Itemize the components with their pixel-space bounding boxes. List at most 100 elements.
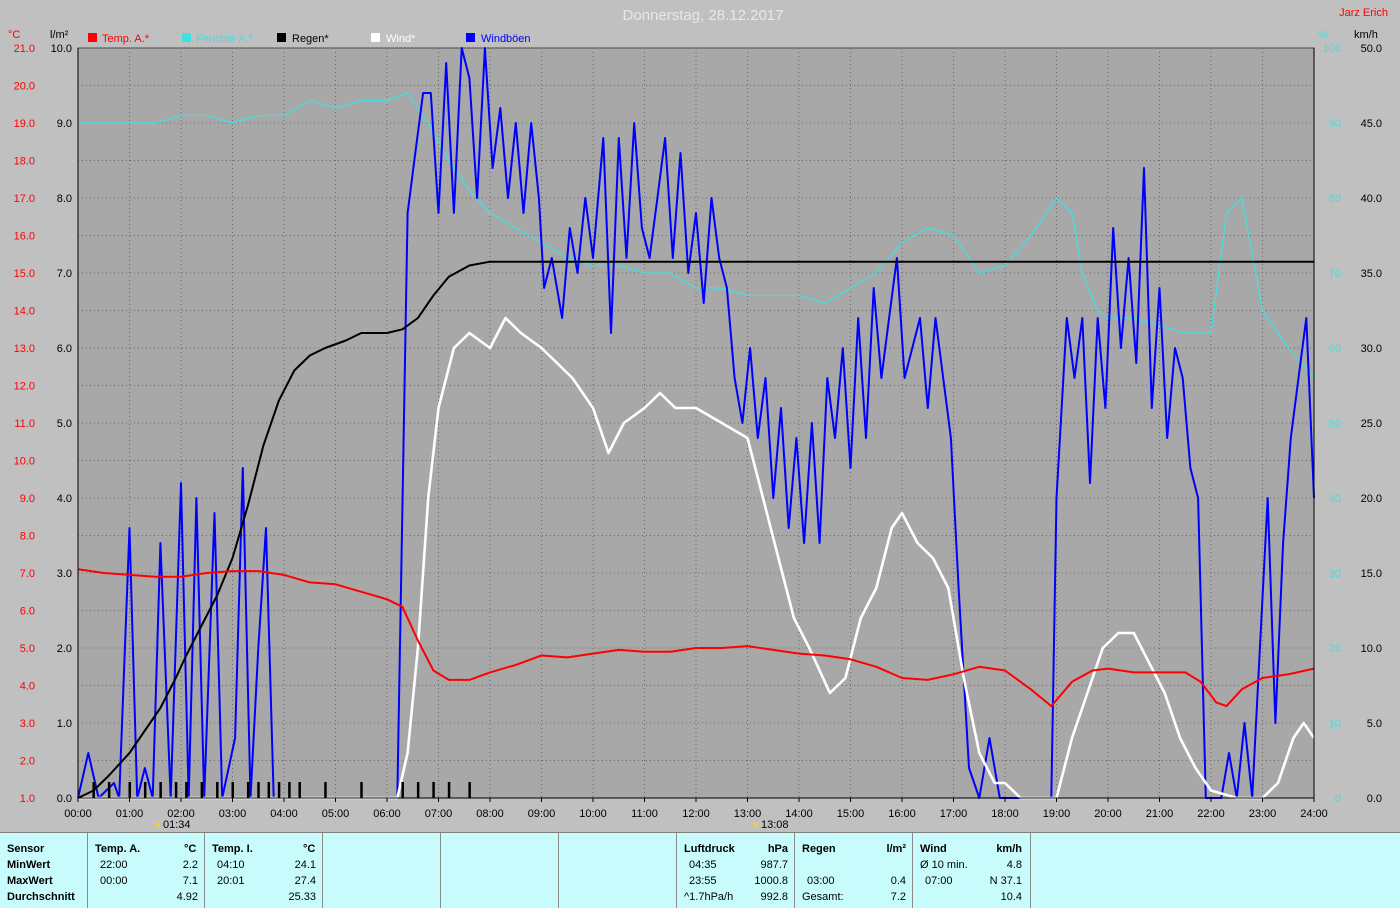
sun-marker-label: 01:34: [163, 819, 191, 831]
x-tick-label: 00:00: [64, 808, 92, 820]
rain-bar: [267, 782, 271, 798]
rain-bar: [231, 782, 234, 798]
legend-label-rain: Regen*: [292, 33, 329, 45]
x-tick-label: 21:00: [1146, 808, 1174, 820]
rain-tick-label: 9.0: [57, 118, 72, 130]
temp-tick-label: 14.0: [14, 306, 35, 318]
wind-tick-label: 10.0: [1361, 643, 1382, 655]
x-tick-label: 02:00: [167, 808, 195, 820]
legend-label-humidity: Feuchte A.*: [196, 33, 254, 45]
temp-a-unit: °C: [184, 843, 197, 855]
pressure-min-value: 987.7: [760, 859, 788, 871]
humidity-tick-label: 90: [1329, 118, 1341, 130]
temp-i-unit: °C: [303, 843, 316, 855]
rain-bar: [143, 782, 147, 798]
x-tick-label: 16:00: [888, 808, 916, 820]
rain-bar: [298, 782, 301, 798]
temp-i-avg: 25.33: [288, 891, 316, 903]
rain-header: Regen: [802, 843, 836, 855]
temp-tick-label: 6.0: [20, 606, 35, 618]
humidity-tick-label: 70: [1329, 268, 1341, 280]
x-tick-label: 10:00: [579, 808, 607, 820]
x-tick-label: 06:00: [373, 808, 401, 820]
rain-bar: [128, 782, 131, 798]
temp-tick-label: 10.0: [14, 456, 35, 468]
temp-tick-label: 12.0: [14, 381, 35, 393]
rain-bar: [360, 782, 363, 798]
rain-unit-label: l/m²: [50, 29, 69, 41]
rain-bar: [159, 782, 162, 798]
wind-avg10-label: Ø 10 min.: [920, 859, 968, 871]
temp-unit-label: °C: [8, 29, 20, 41]
temp-tick-label: 21.0: [14, 43, 35, 55]
x-tick-label: 22:00: [1197, 808, 1225, 820]
temp-a-avg: 4.92: [176, 891, 198, 903]
wind-tick-label: 45.0: [1361, 118, 1382, 130]
wind-tick-label: 40.0: [1361, 193, 1382, 205]
x-tick-label: 23:00: [1249, 808, 1277, 820]
rain-max-value: 0.4: [890, 875, 906, 887]
rain-unit: l/m²: [886, 843, 906, 855]
temp-tick-label: 13.0: [14, 343, 35, 355]
temp-tick-label: 3.0: [20, 718, 35, 730]
humidity-tick-label: 0: [1335, 793, 1341, 805]
temp-tick-label: 15.0: [14, 268, 35, 280]
temp-i-header: Temp. I.: [212, 843, 253, 855]
rain-bar: [416, 782, 420, 798]
x-tick-label: 07:00: [425, 808, 453, 820]
wind-avg: 10.4: [1000, 891, 1022, 903]
axes: 00:00 01:00 02:00 03:00 04:00 05:00 06:00 07:00…: [14, 43, 1382, 820]
temp-a-min-time: 22:00: [100, 859, 128, 871]
x-tick-label: 03:00: [219, 808, 247, 820]
temp-a-max-time: 00:00: [100, 875, 128, 887]
legend-swatch-rain: [277, 33, 286, 42]
rain-bar: [200, 782, 204, 798]
humidity-tick-label: 50: [1329, 418, 1341, 430]
legend-label-gusts: Windböen: [481, 33, 531, 45]
x-tick-label: 20:00: [1094, 808, 1122, 820]
rain-bar: [257, 782, 260, 798]
wind-avg10-value: 4.8: [1006, 859, 1022, 871]
rain-tick-label: 10.0: [51, 43, 72, 55]
statistics-panel: Sensor MinWert MaxWert Durchschnitt Temp…: [0, 832, 1400, 908]
sun-marker-1: ☀ 01:34: [153, 819, 191, 831]
wind-max-time: 07:00: [925, 875, 953, 887]
stats-sensor-column: Sensor MinWert MaxWert Durchschnitt: [0, 833, 88, 908]
rain-bar: [246, 782, 250, 798]
x-tick-label: 15:00: [837, 808, 865, 820]
legend-label-temp: Temp. A.*: [102, 33, 150, 45]
stats-pressure-column: Luftdruck hPa 04:35 987.7 23:55 1000.8 ^…: [677, 833, 795, 908]
wind-tick-label: 25.0: [1361, 418, 1382, 430]
rain-bar: [277, 782, 281, 798]
temp-tick-label: 16.0: [14, 231, 35, 243]
rain-total-label: Gesamt:: [802, 891, 844, 903]
temp-tick-label: 8.0: [20, 531, 35, 543]
wind-max-value: N 37.1: [989, 875, 1022, 887]
temp-tick-label: 9.0: [20, 493, 35, 505]
humidity-tick-label: 20: [1329, 643, 1341, 655]
wind-tick-label: 5.0: [1367, 718, 1382, 730]
sensor-header: Sensor: [7, 843, 45, 855]
temp-tick-label: 5.0: [20, 643, 35, 655]
humidity-unit-label: %: [1318, 29, 1328, 41]
rain-max-time: 03:00: [807, 875, 835, 887]
stats-empty-column: [441, 833, 559, 908]
rain-tick-label: 3.0: [57, 568, 72, 580]
legend-swatch-gusts: [466, 33, 475, 42]
stats-temp-i-column: Temp. I. °C 04:10 24.1 20:01 27.4 25.33: [205, 833, 323, 908]
weather-chart: 00:00 01:00 02:00 03:00 04:00 05:00 06:00 07:00…: [8, 7, 1388, 831]
pressure-min-time: 04:35: [689, 859, 717, 871]
rain-bar: [185, 782, 188, 798]
legend-swatch-temp: [88, 33, 97, 42]
x-tick-label: 09:00: [528, 808, 556, 820]
temp-a-max-value: 7.1: [182, 875, 198, 887]
sun-icon: ☀: [751, 820, 760, 831]
pressure-unit: hPa: [767, 843, 788, 855]
wind-tick-label: 20.0: [1361, 493, 1382, 505]
rain-bar: [324, 782, 327, 798]
temp-i-min-time: 04:10: [217, 859, 245, 871]
rain-line: [77, 260, 1314, 799]
legend-swatch-wind: [371, 33, 380, 42]
x-tick-label: 08:00: [476, 808, 504, 820]
author-label: Jarz Erich: [1339, 7, 1388, 19]
